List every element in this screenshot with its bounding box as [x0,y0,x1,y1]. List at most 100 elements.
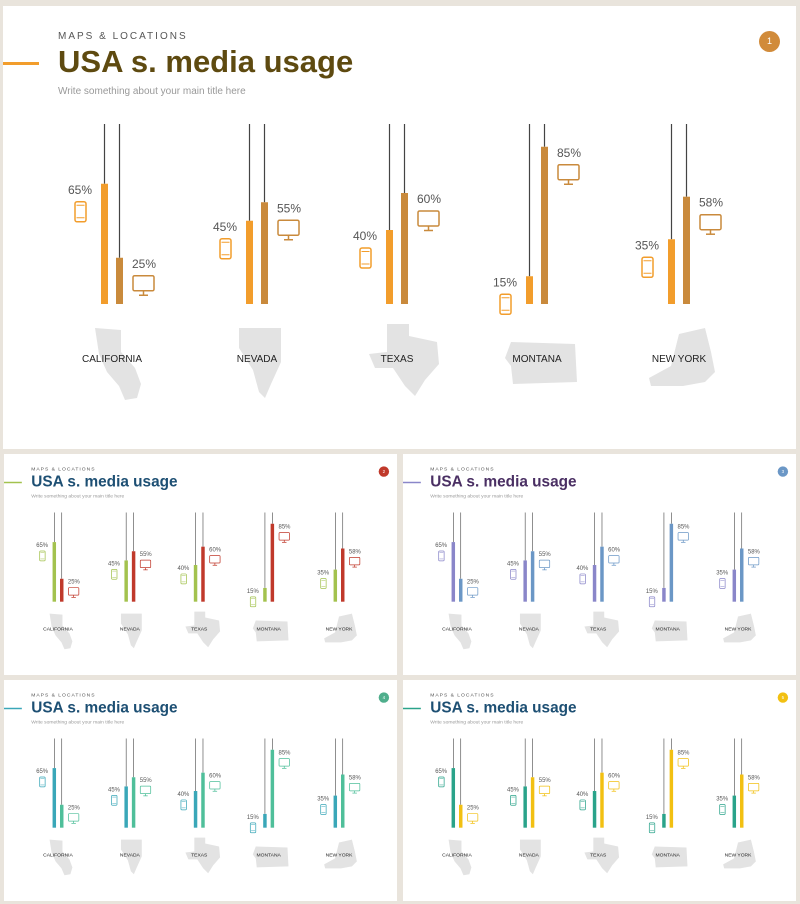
smartphone-icon [39,550,46,562]
state-group: 65% 25% CALIFORNIA [68,124,156,400]
mobile-bar [124,560,128,602]
state-map-shape [519,613,541,649]
smartphone-icon [111,568,118,580]
mobile-bar [52,542,57,602]
desktop-bar [60,578,64,602]
mobile-bar [451,768,456,828]
state-label: MONTANA [256,852,281,858]
desktop-bar [401,193,408,304]
desktop-bar [683,196,690,304]
state-map-shape [505,342,577,384]
slide-subtitle: Write something about your main title he… [58,86,246,97]
desktop-icon [557,164,580,185]
state-label: CALIFORNIA [43,626,73,632]
desktop-icon [277,219,300,241]
desktop-value-label: 25% [68,806,81,812]
state-label: NEVADA [120,852,141,858]
desktop-value-label: 60% [209,774,222,780]
desktop-value-label: 58% [349,775,362,781]
state-group: 40% 60% TEXAS [177,512,222,648]
mobile-value-label: 15% [247,589,260,595]
state-map-shape [369,324,439,396]
desktop-icon [349,557,361,568]
desktop-icon [139,559,152,571]
slide-number-badge: 2 [378,466,390,477]
state-label: MONTANA [256,626,281,632]
mobile-value-label: 65% [68,183,92,197]
desktop-bar [669,523,674,602]
desktop-value-label: 85% [279,751,292,757]
state-group: 15% 85% MONTANA [646,738,690,868]
state-label: NEVADA [519,852,540,858]
state-map-shape [120,839,142,875]
desktop-bar [541,146,548,304]
state-group: 35% 58% NEW YORK [317,512,362,643]
state-label: TEXAS [191,852,208,858]
desktop-value-label: 55% [539,778,552,784]
mobile-value-label: 40% [353,229,377,243]
smartphone-icon [180,799,187,811]
slide-2: MAPS & LOCATIONS USA s. media usage Writ… [4,454,397,675]
desktop-bar [600,546,604,602]
smartphone-icon [219,238,232,260]
state-label: CALIFORNIA [82,354,142,365]
desktop-value-label: 60% [608,548,621,554]
smartphone-icon [648,822,656,834]
smartphone-icon [111,794,118,806]
desktop-icon [68,813,80,824]
desktop-icon [699,213,722,235]
usage-chart: 65% 25% CALIFORNIA 45% 55% NEVADA 40% 60% TEXAS 1… [68,124,723,400]
mobile-bar [386,230,393,304]
accent-line [3,62,39,65]
mobile-value-label: 15% [247,815,260,821]
desktop-icon [278,758,290,769]
state-label: MONTANA [655,852,680,858]
mobile-bar [523,560,527,602]
accent-line [403,707,421,710]
state-group: 40% 60% TEXAS [177,738,222,874]
usage-chart: 65% 25% CALIFORNIA 45% 55% NEVADA 40% 60% TEXAS 1… [36,512,362,650]
state-group: 45% 55% NEVADA [108,512,153,649]
desktop-value-label: 25% [68,580,81,586]
mobile-bar [263,587,267,602]
desktop-icon [417,210,440,232]
desktop-value-label: 85% [678,525,691,531]
slide-title: USA s. media usage [31,472,178,491]
desktop-value-label: 85% [279,525,292,531]
desktop-value-label: 58% [699,196,723,210]
slide-title: USA s. media usage [430,472,577,491]
desktop-icon [132,275,155,296]
mobile-bar [592,791,597,828]
state-label: CALIFORNIA [442,852,472,858]
mobile-value-label: 15% [493,275,517,289]
state-map-shape [584,611,620,648]
desktop-bar [341,548,345,602]
desktop-value-label: 85% [557,146,581,160]
desktop-bar [459,804,463,828]
desktop-bar [669,749,674,828]
state-label: NEW YORK [326,626,354,632]
state-map-shape [95,328,141,400]
smartphone-icon [438,550,445,562]
mobile-value-label: 35% [635,238,659,252]
smartphone-icon [641,256,654,278]
state-group: 40% 60% TEXAS [576,738,621,874]
desktop-value-label: 58% [748,775,761,781]
desktop-value-label: 55% [277,201,301,215]
mobile-value-label: 40% [576,566,589,572]
slide-number-badge: 4 [378,692,390,703]
desktop-value-label: 55% [140,552,153,558]
desktop-icon [748,783,760,794]
mobile-bar [52,768,57,828]
mobile-value-label: 65% [435,543,448,549]
desktop-icon [608,781,620,792]
desktop-bar [116,257,123,304]
mobile-value-label: 65% [36,769,49,775]
slide-number-badge: 1 [759,31,780,52]
slide-kicker: MAPS & LOCATIONS [31,692,96,698]
state-group: 35% 58% NEW YORK [317,738,362,869]
slide-4: MAPS & LOCATIONS USA s. media usage Writ… [4,680,397,901]
smartphone-icon [320,578,327,589]
slide-subtitle: Write something about your main title he… [430,719,524,726]
state-label: TEXAS [590,626,607,632]
